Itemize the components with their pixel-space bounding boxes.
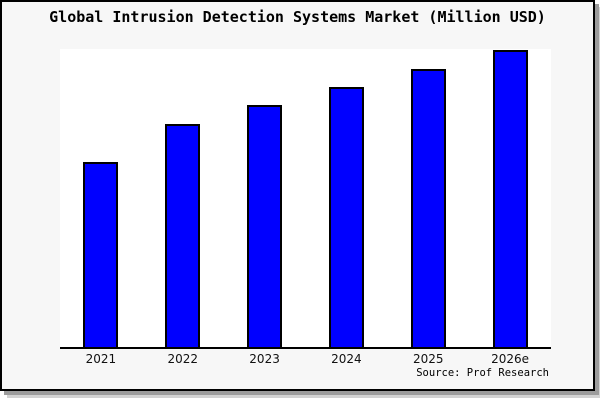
chart-title: Global Intrusion Detection Systems Marke…	[49, 8, 546, 26]
bars-row	[60, 49, 551, 347]
bar-slot	[224, 105, 306, 347]
bar-slot	[469, 50, 551, 347]
x-tick-label: 2025	[412, 352, 444, 366]
x-tick-label: 2022	[167, 352, 199, 366]
bar-2026e	[492, 50, 528, 347]
bar-2023	[247, 105, 283, 347]
x-tick-label: 2026e	[491, 352, 530, 366]
bar-2024	[328, 87, 364, 347]
bar-slot	[142, 124, 224, 347]
source-credit: Source: Prof Research	[416, 367, 549, 379]
x-tick-label: 2023	[249, 352, 280, 366]
plot-area	[60, 49, 551, 349]
bar-slot	[387, 69, 469, 347]
bar-2022	[165, 124, 201, 347]
x-axis-labels: 2021 2022 2023 2024 2025 2026e	[60, 352, 551, 366]
bar-2025	[410, 69, 446, 347]
x-tick-label: 2024	[331, 352, 362, 366]
bar-slot	[60, 162, 142, 347]
x-tick-label: 2021	[85, 352, 117, 366]
bar-2021	[83, 162, 119, 347]
bar-slot	[305, 87, 387, 347]
chart-frame: Global Intrusion Detection Systems Marke…	[0, 0, 595, 391]
